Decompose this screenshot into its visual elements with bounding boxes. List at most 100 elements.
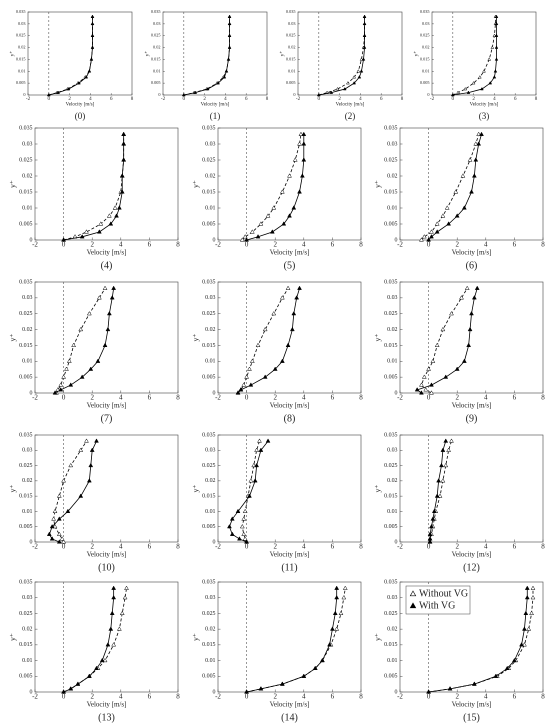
profile-marker [338, 610, 344, 615]
profile-marker [316, 92, 321, 97]
x-tick-label: 6 [148, 693, 152, 701]
profile-marker [216, 81, 220, 85]
profile-marker [419, 382, 424, 387]
profile-marker [494, 21, 499, 26]
y-tick-label: 0.035 [384, 279, 397, 285]
panel-label: (3) [479, 111, 490, 121]
y-tick-label: 0 [293, 92, 295, 97]
x-tick-label: 4 [359, 96, 362, 102]
y-tick-label: 0.035 [286, 9, 296, 14]
x-tick-label: 4 [484, 394, 488, 402]
panel-label: (4) [101, 260, 113, 271]
profile-marker [254, 462, 260, 468]
x-tick-label: 2 [455, 693, 459, 701]
y-tick-label: 0.01 [153, 68, 160, 73]
profile-marker [181, 92, 186, 97]
plot-frame [162, 11, 268, 96]
profile-marker [429, 229, 434, 234]
profile-marker [78, 447, 84, 452]
x-tick-label: 6 [148, 241, 152, 249]
x-tick-label: 8 [176, 394, 180, 402]
profile-marker [281, 221, 287, 226]
y-tick-label: 0.015 [384, 343, 397, 349]
profile-marker [437, 493, 443, 498]
profile-marker [287, 213, 292, 218]
y-axis-label: y⁺ [373, 180, 382, 188]
profile-marker [447, 686, 453, 691]
x-tick-label: -2 [397, 543, 403, 551]
profile-marker [469, 189, 474, 194]
profile-marker [473, 157, 479, 162]
x-tick-label: -2 [397, 241, 403, 249]
profile-marker [436, 478, 442, 483]
y-tick-label: 0.02 [387, 327, 397, 333]
y-tick-label: 0.015 [384, 494, 397, 500]
y-tick-label: 0.025 [151, 33, 161, 38]
x-axis-label: Velocity [m/s] [270, 551, 310, 559]
y-tick-label: 0.025 [202, 311, 215, 317]
y-tick-label: 0.02 [205, 173, 215, 179]
y-axis-label: y⁺ [8, 485, 17, 493]
profile-marker [279, 295, 285, 300]
x-tick-label: 6 [331, 543, 335, 551]
profile-marker [255, 342, 261, 347]
x-tick-label: 2 [455, 394, 459, 402]
legend-label: Without VG [419, 588, 468, 599]
profile-marker [459, 295, 464, 300]
profile-marker [426, 366, 432, 371]
x-axis-label: Velocity [m/s] [87, 249, 127, 257]
x-tick-label: 8 [131, 96, 134, 102]
x-tick-label: 4 [89, 96, 92, 102]
y-axis-label: y⁺ [191, 180, 200, 188]
y-tick-label: 0 [395, 689, 398, 695]
profile-marker [114, 213, 119, 218]
x-tick-label: 4 [119, 693, 123, 701]
x-tick-label: 6 [148, 394, 152, 402]
profile-marker [258, 221, 264, 226]
y-tick-label: 0 [395, 390, 398, 396]
x-tick-label: -2 [161, 96, 166, 102]
profile-marker [89, 57, 94, 61]
x-axis-label: Velocity [m/s] [452, 249, 492, 257]
plot-frame [297, 11, 403, 96]
panel-label: (5) [284, 260, 296, 271]
profile-marker [285, 285, 291, 290]
profile-marker [86, 311, 92, 316]
y-tick-label: 0.01 [205, 205, 215, 211]
plot-frame [399, 581, 544, 693]
y-tick-label: 0.015 [19, 189, 32, 195]
profile-marker [77, 81, 81, 85]
profile-marker [329, 626, 335, 631]
y-tick-label: 0.025 [19, 611, 32, 617]
profile-marker [334, 595, 340, 600]
x-tick-label: 8 [266, 96, 269, 102]
x-axis-label: Velocity [m/s] [270, 249, 310, 257]
y-tick-label: 0.005 [202, 524, 215, 530]
y-axis-label: y⁺ [278, 51, 285, 57]
x-tick-label: 8 [176, 693, 180, 701]
y-tick-label: 0.005 [202, 674, 215, 680]
y-tick-label: 0.03 [22, 141, 32, 147]
profile-marker [262, 374, 268, 379]
profile-marker [298, 131, 304, 136]
profile-marker [58, 382, 64, 387]
x-axis-label: Velocity [m/s] [87, 551, 127, 559]
x-tick-label: 6 [148, 543, 152, 551]
profile-marker [488, 81, 493, 85]
legend-marker [409, 602, 417, 609]
profile-marker [46, 531, 52, 536]
y-tick-label: 0.03 [22, 448, 32, 454]
x-axis-label: Velocity [m/s] [270, 701, 310, 709]
x-axis-label: Velocity [m/s] [201, 102, 230, 108]
profile-marker [111, 285, 117, 290]
x-tick-label: -2 [32, 693, 38, 701]
y-tick-label: 0.025 [19, 463, 32, 469]
profile-marker [244, 689, 250, 694]
profile-marker [90, 45, 95, 49]
profile-marker [61, 478, 67, 483]
profile-marker [56, 539, 62, 544]
y-tick-label: 0.03 [422, 21, 429, 26]
x-tick-label: 2 [90, 693, 94, 701]
